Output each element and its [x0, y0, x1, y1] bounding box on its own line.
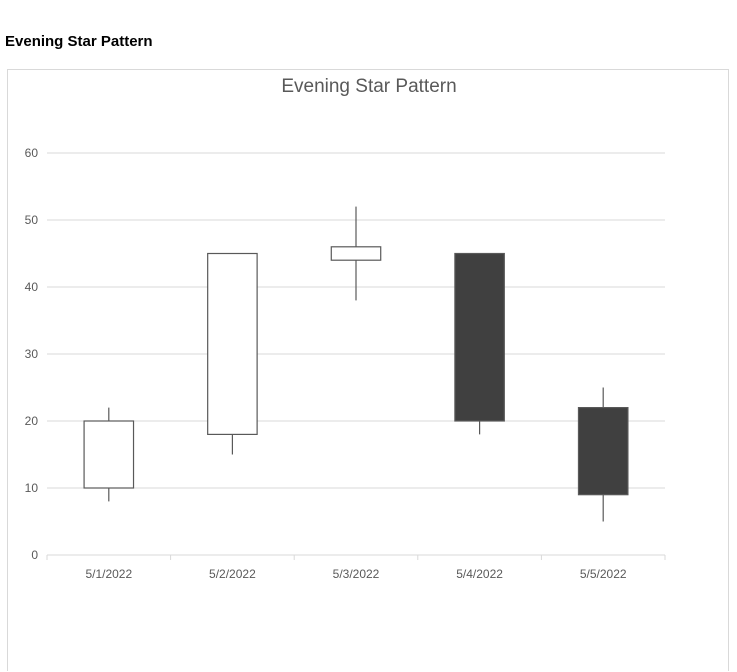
y-tick-label: 50: [25, 213, 39, 227]
gridlines: [47, 152, 665, 489]
candle[interactable]: [454, 252, 505, 435]
candle-body-down: [454, 252, 505, 422]
candle-body-up: [83, 420, 135, 489]
chart-title: Evening Star Pattern: [281, 76, 456, 97]
x-tick-label: 5/4/2022: [456, 567, 503, 581]
candlestick-chart: Evening Star Pattern 0 10 20 30 40 50 60 5/1/2…: [25, 76, 666, 581]
chart-area[interactable]: Evening Star Pattern 0 10 20 30 40 50 60 5/1/2…: [7, 69, 729, 671]
candle[interactable]: [577, 387, 629, 522]
candle[interactable]: [207, 252, 258, 455]
y-tick-label: 60: [25, 146, 39, 160]
x-tick-label: 5/1/2022: [85, 567, 132, 581]
candle[interactable]: [83, 407, 135, 502]
candle-body-up: [330, 246, 382, 261]
candles: [83, 206, 629, 522]
y-tick-label: 0: [31, 548, 38, 562]
candle-body-up: [207, 252, 258, 435]
x-axis: 5/1/2022 5/2/2022 5/3/2022 5/4/2022 5/5/2022: [46, 554, 666, 581]
y-tick-label: 30: [25, 347, 39, 361]
x-tick-label: 5/3/2022: [333, 567, 380, 581]
y-axis-ticks: 0 10 20 30 40 50 60: [25, 146, 39, 562]
y-tick-label: 20: [25, 414, 39, 428]
y-tick-label: 40: [25, 280, 39, 294]
x-tick-label: 5/2/2022: [209, 567, 256, 581]
candle[interactable]: [330, 206, 382, 301]
candle-body-down: [577, 407, 629, 496]
y-tick-label: 10: [25, 481, 39, 495]
sheet-title: Evening Star Pattern: [5, 33, 153, 50]
x-tick-label: 5/5/2022: [580, 567, 627, 581]
